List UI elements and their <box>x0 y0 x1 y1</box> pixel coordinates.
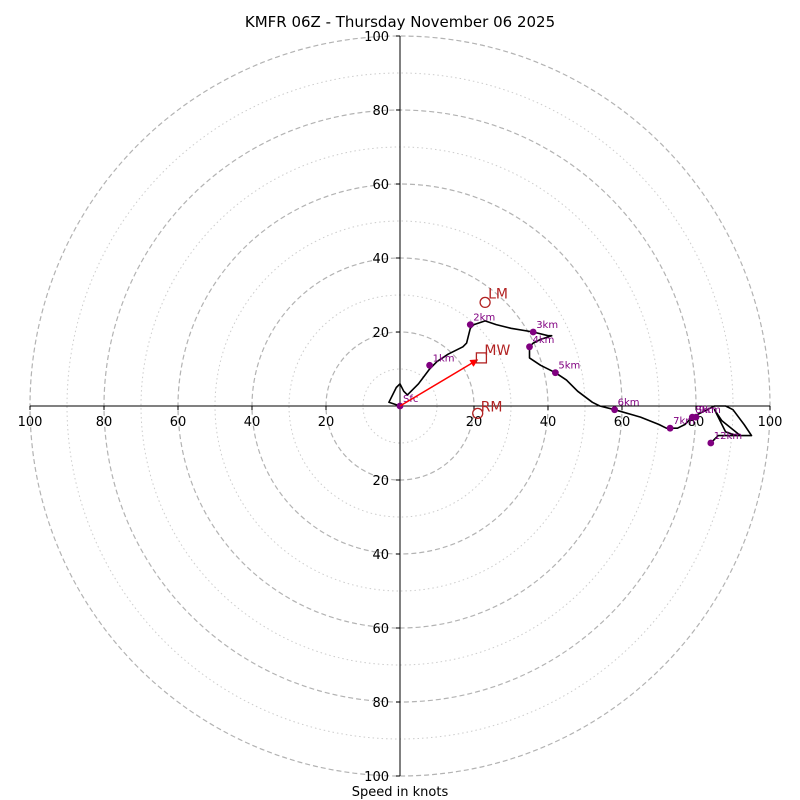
height-label-8km: 8km <box>695 405 717 416</box>
y-tick-label: 80 <box>372 104 389 119</box>
shear-vector-arrow <box>399 359 479 407</box>
y-tick-label: 100 <box>364 30 389 45</box>
x-tick-label: 100 <box>18 415 43 430</box>
y-tick-label: 60 <box>372 178 389 193</box>
x-axis-label: Speed in knots <box>352 785 449 800</box>
y-tick-label: 40 <box>372 548 389 563</box>
chart-title: KMFR 06Z - Thursday November 06 2025 <box>245 13 555 31</box>
height-marker-1km <box>426 361 433 369</box>
height-marker-6km <box>611 406 618 414</box>
height-marker-4km <box>526 343 533 351</box>
height-label-2km: 2km <box>473 313 495 324</box>
x-tick-label: 60 <box>614 415 631 430</box>
height-marker-12km <box>707 439 715 447</box>
left-mover-marker <box>479 296 491 309</box>
tick-labels: 100 80 60 40 20 20 40 60 80 100100806040202040608… <box>18 30 783 785</box>
height-label-9km: 9km <box>699 405 721 416</box>
height-label-5km: 5km <box>558 361 580 372</box>
x-tick-label: 60 <box>170 415 187 430</box>
x-tick-label: 100 <box>758 415 783 430</box>
y-tick-label: 80 <box>372 696 389 711</box>
height-marker-9km <box>692 413 700 421</box>
y-tick-label: 20 <box>372 474 389 489</box>
height-marker-2km <box>466 321 474 328</box>
height-marker-3km <box>529 328 537 336</box>
height-label-4km: 4km <box>533 335 555 346</box>
height-label-1km: 1km <box>433 353 455 364</box>
x-tick-label: 20 <box>318 415 335 430</box>
height-label-6km: 6km <box>618 398 640 409</box>
x-tick-label: 80 <box>96 415 113 430</box>
y-tick-label: 100 <box>364 770 389 785</box>
height-marker-5km <box>552 369 559 377</box>
mean-wind-label: MW <box>484 343 510 359</box>
left-mover-label: LM <box>488 286 508 302</box>
x-tick-label: 40 <box>244 415 261 430</box>
y-tick-label: 40 <box>372 252 389 267</box>
right-mover-marker <box>472 407 484 420</box>
height-markers: Sfc1km2km3km4km5km6km7km8km9km12km <box>396 313 742 447</box>
mean-wind-marker <box>475 352 488 364</box>
height-label-3km: 3km <box>536 320 558 331</box>
height-label-12km: 12km <box>714 431 742 442</box>
height-label-7km: 7km <box>673 416 695 427</box>
height-marker-7km <box>666 424 674 432</box>
y-tick-label: 20 <box>372 326 389 341</box>
y-tick-label: 60 <box>372 622 389 637</box>
right-mover-label: RM <box>481 399 503 415</box>
storm-motion-markers: LM MW RM <box>399 286 510 420</box>
x-tick-label: 40 <box>540 415 557 430</box>
